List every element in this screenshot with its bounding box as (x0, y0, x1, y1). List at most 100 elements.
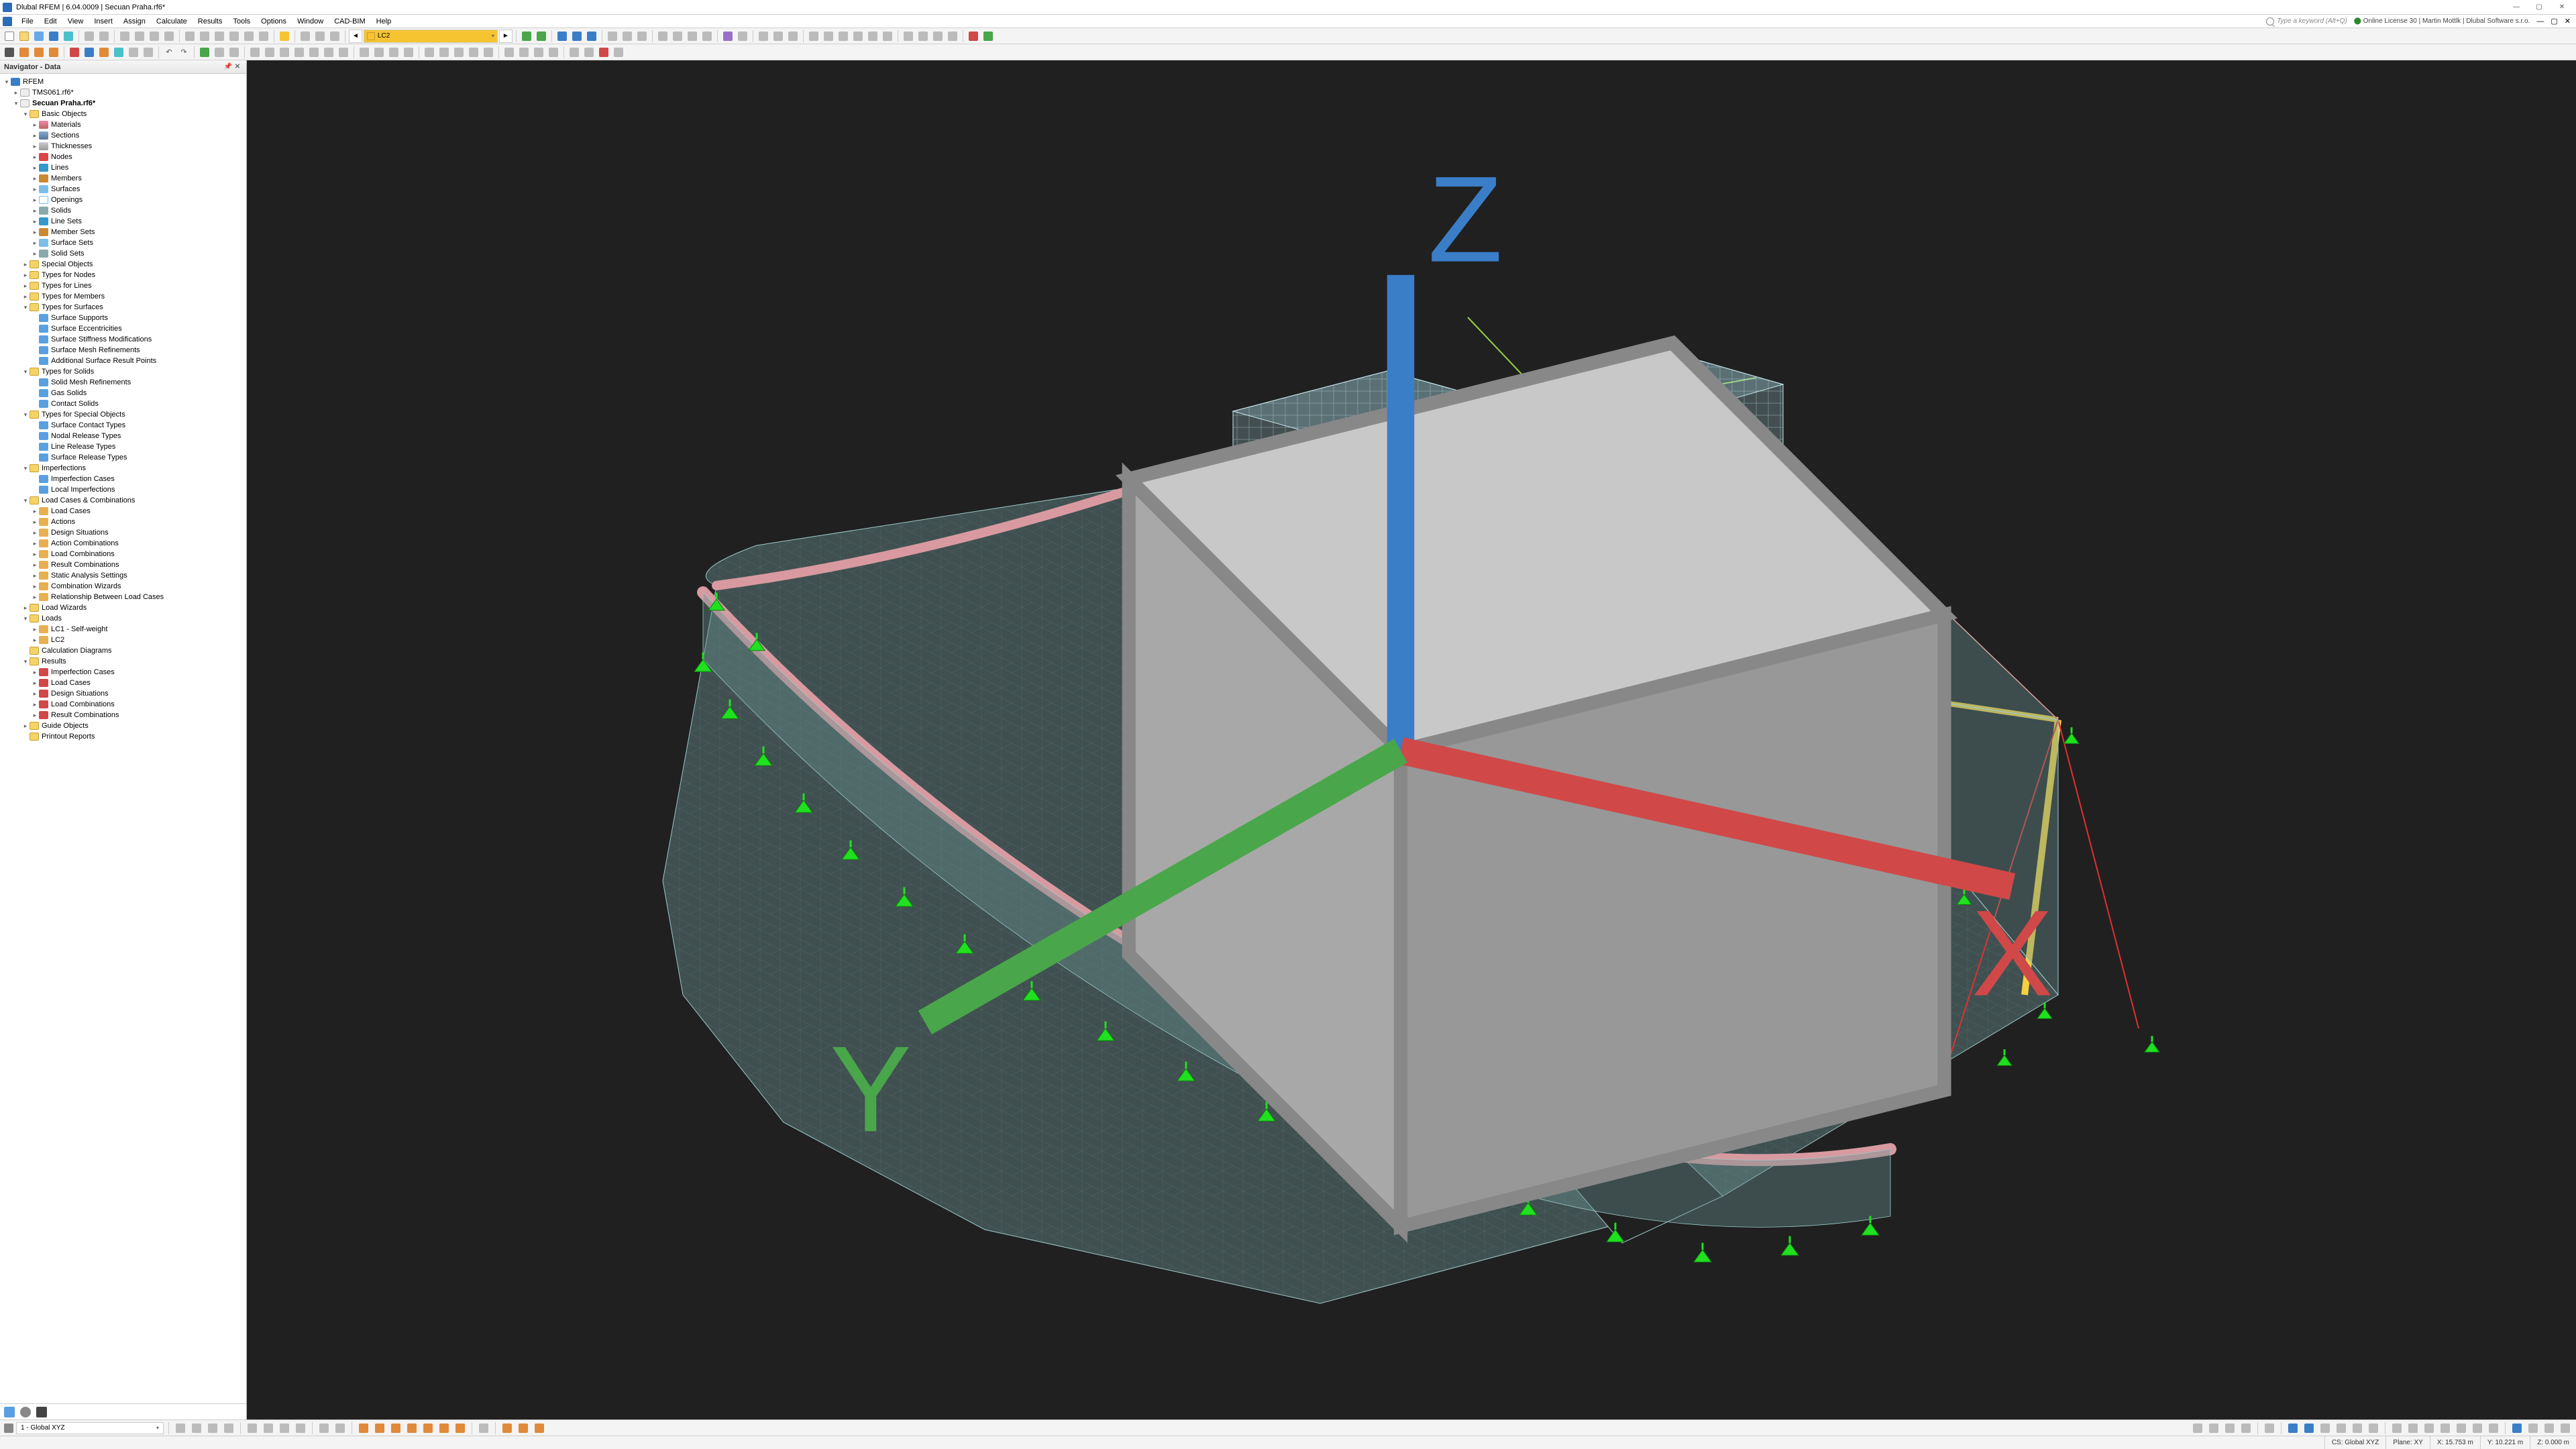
menu-cadbim[interactable]: CAD-BIM (329, 17, 370, 25)
calc-button[interactable] (520, 30, 533, 43)
coord-system-combo[interactable]: 1 - Global XYZ ▾ (16, 1422, 164, 1434)
mesh2-button[interactable] (771, 30, 785, 43)
tree-item[interactable]: ▾Types for Surfaces (0, 302, 246, 313)
snap-button[interactable] (313, 30, 327, 43)
tree-item[interactable]: ▸Members (0, 173, 246, 184)
tree-item[interactable]: Gas Solids (0, 388, 246, 398)
view6-button[interactable] (257, 30, 270, 43)
menu-calculate[interactable]: Calculate (151, 17, 193, 25)
hinge-button[interactable] (213, 46, 226, 59)
load2-button[interactable] (263, 46, 276, 59)
tool11-button[interactable] (582, 46, 596, 59)
member-button[interactable] (97, 46, 111, 59)
snap4-button[interactable] (222, 1421, 235, 1435)
tool1-button[interactable] (423, 46, 436, 59)
dim1-button[interactable] (358, 46, 371, 59)
tree-item[interactable]: Surface Release Types (0, 452, 246, 463)
tree-item[interactable]: ▸Thicknesses (0, 141, 246, 152)
opt1-button[interactable] (807, 30, 820, 43)
delete-button[interactable] (967, 30, 980, 43)
load5-button[interactable] (307, 46, 321, 59)
surface-button[interactable] (112, 46, 125, 59)
tool3-button[interactable] (452, 46, 466, 59)
paste-button[interactable] (162, 30, 176, 43)
top-button[interactable] (700, 30, 714, 43)
mesh-button[interactable] (757, 30, 770, 43)
load1-button[interactable] (248, 46, 262, 59)
menu-view[interactable]: View (62, 17, 89, 25)
dim3-button[interactable] (387, 46, 400, 59)
tree-item[interactable]: ▸Types for Lines (0, 280, 246, 291)
line-button[interactable] (83, 46, 96, 59)
tool12-button[interactable] (597, 46, 610, 59)
tree-item[interactable]: ▸Result Combinations (0, 559, 246, 570)
tree-item[interactable]: Imperfection Cases (0, 474, 246, 484)
tree-item[interactable]: Printout Reports (0, 731, 246, 742)
tree-item[interactable]: ▸Member Sets (0, 227, 246, 237)
tree-item[interactable]: ▸Surfaces (0, 184, 246, 195)
view2-button[interactable] (198, 30, 211, 43)
tree-item[interactable]: ▸Guide Objects (0, 720, 246, 731)
loadcase-nav-next[interactable]: ► (499, 30, 513, 43)
print-button[interactable] (83, 30, 96, 43)
tree-item[interactable]: ▸LC1 - Self-weight (0, 624, 246, 635)
display3-button[interactable] (931, 30, 945, 43)
view3-button[interactable] (213, 30, 226, 43)
dim4-button[interactable] (402, 46, 415, 59)
dim2-button[interactable] (372, 46, 386, 59)
tree-item[interactable]: Surface Stiffness Modifications (0, 334, 246, 345)
tree-item[interactable]: ▸Line Sets (0, 216, 246, 227)
mirror-button[interactable] (47, 46, 60, 59)
tree-item[interactable]: ▸Special Objects (0, 259, 246, 270)
support-button[interactable] (198, 46, 211, 59)
tree-item[interactable]: ▸Load Wizards (0, 602, 246, 613)
menu-options[interactable]: Options (256, 17, 292, 25)
load3-button[interactable] (278, 46, 291, 59)
check-button[interactable] (981, 30, 995, 43)
tree-item[interactable]: ▾Types for Special Objects (0, 409, 246, 420)
tree-item[interactable]: ▸Openings (0, 195, 246, 205)
minimize-button[interactable]: — (2505, 1, 2528, 13)
load6-button[interactable] (322, 46, 335, 59)
menu-assign[interactable]: Assign (118, 17, 151, 25)
tool13-button[interactable] (612, 46, 625, 59)
measure-button[interactable] (278, 30, 291, 43)
opt4-button[interactable] (851, 30, 865, 43)
results3-button[interactable] (585, 30, 598, 43)
menu-insert[interactable]: Insert (89, 17, 118, 25)
opt5-button[interactable] (866, 30, 879, 43)
tree-item[interactable]: ▾Loads (0, 613, 246, 624)
tree-item[interactable]: ▾Imperfections (0, 463, 246, 474)
calc-all-button[interactable] (535, 30, 548, 43)
menu-edit[interactable]: Edit (39, 17, 62, 25)
tool7-button[interactable] (517, 46, 531, 59)
maximize-button[interactable]: ▢ (2528, 1, 2551, 13)
tree-item[interactable]: ▸Load Combinations (0, 699, 246, 710)
tree-item[interactable]: ▸Design Situations (0, 688, 246, 699)
print-preview-button[interactable] (97, 30, 111, 43)
solid-button[interactable] (142, 46, 155, 59)
tool8-button[interactable] (532, 46, 545, 59)
tool4-button[interactable] (467, 46, 480, 59)
tree-item[interactable]: Surface Mesh Refinements (0, 345, 246, 356)
tool10-button[interactable] (568, 46, 581, 59)
viewport-3d[interactable]: Z X Y (247, 60, 2576, 1419)
tree-item[interactable]: ▸Solid Sets (0, 248, 246, 259)
show-loads-button[interactable] (606, 30, 619, 43)
tree-item[interactable]: ▸Action Combinations (0, 538, 246, 549)
release-button[interactable] (227, 46, 241, 59)
tree-item[interactable]: ▸Types for Members (0, 291, 246, 302)
opt3-button[interactable] (837, 30, 850, 43)
load4-button[interactable] (292, 46, 306, 59)
snap3-button[interactable] (206, 1421, 219, 1435)
tree-item[interactable]: Surface Eccentricities (0, 323, 246, 334)
tree-item[interactable]: ▸Surface Sets (0, 237, 246, 248)
tree-item[interactable]: ▸Solids (0, 205, 246, 216)
rotate-button[interactable] (32, 46, 46, 59)
navigator-pin[interactable]: 📌 (223, 63, 233, 70)
menu-file[interactable]: File (16, 17, 39, 25)
tree-item[interactable]: ▸Load Combinations (0, 549, 246, 559)
tool2-button[interactable] (437, 46, 451, 59)
navigator-tree[interactable]: ▾RFEM▸TMS061.rf6*▾Secuan Praha.rf6*▾Basi… (0, 74, 246, 1403)
grid-button[interactable] (299, 30, 312, 43)
